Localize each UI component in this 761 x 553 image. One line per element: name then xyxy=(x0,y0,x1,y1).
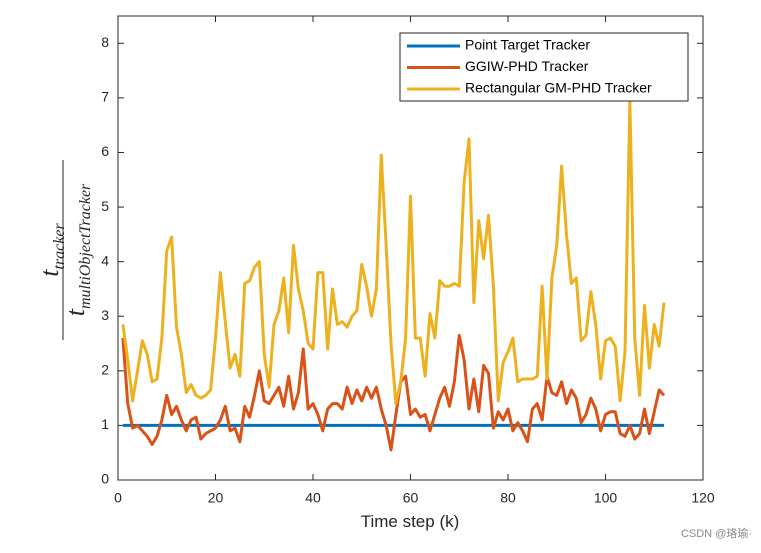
y-axis-label: ttracker tmultiObjectTracker xyxy=(35,160,94,340)
y-tick-label: 7 xyxy=(101,89,109,105)
series-line xyxy=(121,333,666,452)
x-tick-label: 120 xyxy=(691,490,715,506)
y-tick-label: 5 xyxy=(101,198,109,214)
series-line xyxy=(121,99,666,406)
x-tick-label: 0 xyxy=(114,490,122,506)
x-tick-label: 40 xyxy=(305,490,321,506)
axes-box xyxy=(117,15,704,481)
x-tick-label: 100 xyxy=(594,490,618,506)
x-tick-label: 20 xyxy=(208,490,224,506)
legend: Point Target Tracker GGIW-PHD Tracker Rect… xyxy=(399,32,689,102)
legend-label: Rectangular GM-PHD Tracker xyxy=(465,80,652,96)
y-tick-label: 8 xyxy=(101,34,109,50)
y-tick-label: 2 xyxy=(101,362,109,378)
y-tick-label: 3 xyxy=(101,307,109,323)
legend-label: GGIW-PHD Tracker xyxy=(465,58,589,74)
watermark: CSDN @珞瑜· xyxy=(681,526,752,540)
legend-label: Point Target Tracker xyxy=(465,37,590,53)
y-tick-label: 4 xyxy=(101,252,109,268)
y-label-numerator: ttracker xyxy=(35,223,68,277)
y-tick-label: 0 xyxy=(101,471,109,487)
x-tick-label: 80 xyxy=(500,490,516,506)
x-tick-label: 60 xyxy=(403,490,419,506)
y-tick-label: 6 xyxy=(101,143,109,159)
y-tick-label: 1 xyxy=(101,416,109,432)
x-axis-label: Time step (k) xyxy=(361,512,460,531)
y-label-denominator: tmultiObjectTracker xyxy=(61,183,94,316)
